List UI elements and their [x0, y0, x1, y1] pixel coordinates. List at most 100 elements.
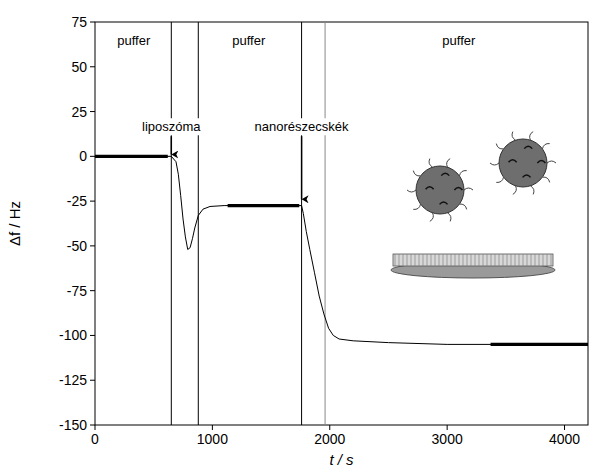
phase-line	[171, 22, 172, 425]
ligand	[407, 190, 416, 192]
lipid	[507, 254, 508, 266]
y-tick	[90, 290, 95, 291]
plot-frame	[95, 22, 588, 425]
nanoparticle	[416, 166, 464, 214]
ligand	[459, 204, 466, 209]
ligand	[464, 188, 473, 190]
baseline-segment	[95, 155, 168, 158]
label-patch	[140, 118, 203, 135]
lipid	[399, 254, 400, 266]
lipid	[451, 254, 452, 266]
baseline-segment	[228, 204, 300, 207]
injection-label: liposzóma	[142, 119, 201, 134]
baseline-segment	[491, 343, 588, 346]
y-tick-label: 50	[71, 59, 87, 75]
lipid	[539, 254, 540, 266]
x-tick-label: 4000	[549, 431, 580, 447]
ligand-inner	[426, 187, 434, 190]
lipid	[483, 254, 484, 266]
x-tick	[95, 425, 96, 430]
x-tick-label: 2000	[314, 431, 345, 447]
ligand	[429, 159, 433, 168]
lipid	[515, 254, 516, 266]
phase-label: puffer	[117, 33, 151, 48]
lipid	[467, 254, 468, 266]
phase-label: puffer	[232, 33, 266, 48]
y-tick-label: 25	[71, 104, 87, 120]
injection-arrow	[171, 136, 173, 154]
lipid	[519, 254, 520, 266]
lipid	[463, 254, 464, 266]
x-axis-title: t / s	[329, 451, 354, 468]
phase-line	[198, 22, 199, 425]
lipid	[459, 254, 460, 266]
lipid	[395, 254, 396, 266]
injection-arrow	[301, 136, 303, 199]
ligand-inner	[454, 188, 462, 191]
y-tick	[90, 335, 95, 336]
y-tick-label: -50	[67, 238, 87, 254]
lipid	[499, 254, 500, 266]
y-tick-label: -125	[59, 372, 87, 388]
lipid	[543, 254, 544, 266]
lipid	[475, 254, 476, 266]
lipid	[435, 254, 436, 266]
lipid	[427, 254, 428, 266]
lipid	[503, 254, 504, 266]
x-tick	[212, 425, 213, 430]
plot-marks	[95, 22, 588, 425]
bilayer	[393, 254, 553, 266]
lipid	[415, 254, 416, 266]
lipid	[487, 254, 488, 266]
ligand	[542, 144, 549, 149]
nanoparticle	[499, 139, 547, 187]
lipid	[511, 254, 512, 266]
ligand	[413, 204, 420, 209]
lipid	[439, 254, 440, 266]
ligand	[530, 132, 534, 141]
ligand	[542, 177, 549, 182]
ligand-inner	[523, 175, 531, 178]
lipid	[447, 254, 448, 266]
lipid	[455, 254, 456, 266]
ligand-inner	[509, 160, 517, 163]
x-tick-label: 0	[91, 431, 99, 447]
x-tick-label: 3000	[432, 431, 463, 447]
lipid	[407, 254, 408, 266]
y-tick	[90, 156, 95, 157]
lipid	[531, 254, 532, 266]
frequency-line	[95, 156, 588, 344]
lipid	[411, 254, 412, 266]
lipid	[419, 254, 420, 266]
lipid	[527, 254, 528, 266]
phase-line	[325, 22, 326, 425]
ligand	[547, 161, 556, 163]
lipid	[443, 254, 444, 266]
ligand	[512, 132, 516, 141]
ligand	[530, 186, 534, 195]
y-tick	[90, 425, 95, 426]
ligand	[496, 177, 503, 182]
ligand	[413, 171, 420, 176]
lipid	[547, 254, 548, 266]
y-tick-label: 75	[71, 14, 87, 30]
ligand-inner	[441, 173, 449, 176]
y-tick-label: -25	[67, 193, 87, 209]
y-tick	[90, 245, 95, 246]
injection-label: nanorészecskék	[255, 119, 349, 134]
illustration	[391, 132, 556, 278]
ligand	[490, 163, 499, 165]
y-tick	[90, 22, 95, 23]
ligand	[430, 213, 434, 222]
ligand	[513, 186, 517, 195]
y-tick	[90, 111, 95, 112]
lipid	[431, 254, 432, 266]
ligand	[447, 159, 451, 168]
y-tick	[90, 66, 95, 67]
x-tick	[564, 425, 565, 430]
y-tick-label: -100	[59, 327, 87, 343]
y-axis-title: Δf / Hz	[6, 201, 23, 246]
y-tick	[90, 380, 95, 381]
lipid	[551, 254, 552, 266]
y-tick-label: -150	[59, 417, 87, 433]
